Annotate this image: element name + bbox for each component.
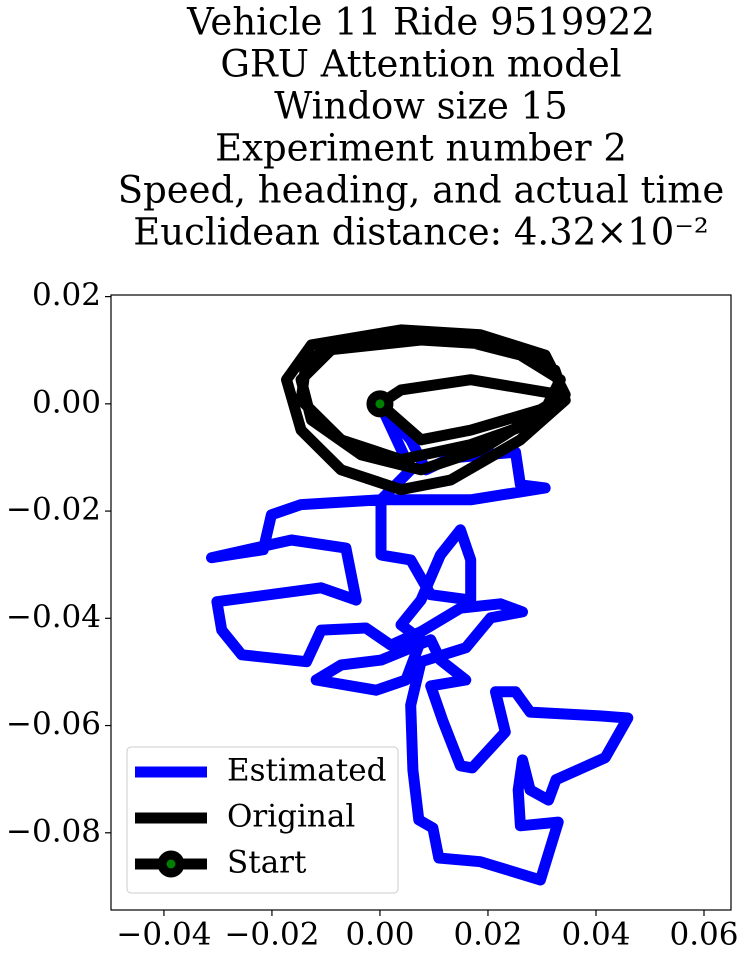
trajectory (206, 398, 634, 886)
chart-title: Window size 15 (274, 85, 568, 128)
legend-label: Original (227, 799, 355, 835)
x-tick-label: 0.00 (345, 917, 414, 953)
y-tick-label: −0.06 (6, 706, 101, 742)
start-marker (366, 390, 394, 418)
x-tick-label: 0.02 (453, 917, 522, 953)
chart-title: Experiment number 2 (215, 127, 627, 170)
x-tick-label: 0.04 (561, 917, 630, 953)
x-tick-label: −0.02 (224, 917, 319, 953)
legend-label: Estimated (227, 753, 386, 789)
axes-frame (110, 294, 732, 911)
chart-title: Speed, heading, and actual time (118, 169, 725, 212)
y-tick-label: −0.02 (6, 492, 101, 528)
plot-area (206, 324, 634, 886)
legend-marker (157, 850, 185, 878)
y-tick-label: 0.02 (32, 277, 101, 313)
chart-title: Euclidean distance: 4.32×10⁻² (133, 211, 708, 254)
y-tick-label: −0.04 (6, 599, 101, 635)
y-tick-label: 0.00 (32, 384, 101, 420)
x-tick-label: 0.06 (669, 917, 738, 953)
chart-title: GRU Attention model (220, 43, 621, 86)
y-tick-label: −0.08 (6, 813, 101, 849)
x-tick-label: −0.04 (116, 917, 211, 953)
chart-title: Vehicle 11 Ride 9519922 (186, 1, 655, 44)
trajectory (281, 324, 571, 496)
legend-box (126, 746, 399, 894)
legend-label: Start (227, 845, 307, 881)
